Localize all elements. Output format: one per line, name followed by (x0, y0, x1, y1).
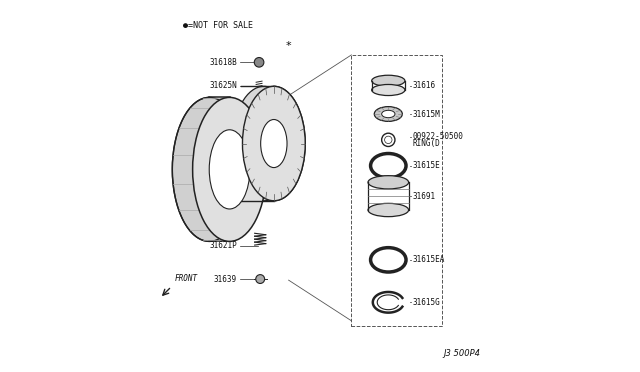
Text: 31616: 31616 (412, 81, 435, 90)
Circle shape (254, 58, 264, 67)
Text: J3 500P4: J3 500P4 (444, 350, 481, 359)
Ellipse shape (243, 86, 305, 201)
Ellipse shape (372, 84, 405, 96)
Text: 31630: 31630 (214, 123, 237, 132)
Text: *: * (286, 41, 291, 51)
Text: 31615M: 31615M (412, 109, 440, 119)
Ellipse shape (232, 86, 295, 201)
Text: 00922-50500: 00922-50500 (412, 132, 463, 141)
Ellipse shape (374, 107, 403, 121)
Text: 31618: 31618 (214, 201, 237, 210)
Text: 31615EA: 31615EA (412, 255, 445, 264)
Ellipse shape (209, 130, 250, 209)
Ellipse shape (381, 110, 395, 118)
Text: 31618B: 31618B (209, 58, 237, 67)
Ellipse shape (368, 203, 408, 217)
Text: ●=NOT FOR SALE: ●=NOT FOR SALE (184, 21, 253, 30)
Ellipse shape (368, 176, 408, 189)
Text: RING(D: RING(D (412, 139, 440, 148)
Ellipse shape (172, 97, 246, 241)
Ellipse shape (260, 119, 287, 167)
Ellipse shape (372, 75, 405, 86)
Text: 31615E: 31615E (412, 161, 440, 170)
Text: 31691: 31691 (412, 192, 435, 201)
Text: 31621P: 31621P (209, 241, 237, 250)
Text: 31625N: 31625N (209, 81, 237, 90)
Text: 31615G: 31615G (412, 298, 440, 307)
Ellipse shape (193, 97, 266, 241)
Circle shape (256, 275, 264, 283)
Bar (351, 55, 442, 326)
Text: FRONT: FRONT (175, 275, 198, 283)
Text: 31639: 31639 (214, 275, 237, 283)
